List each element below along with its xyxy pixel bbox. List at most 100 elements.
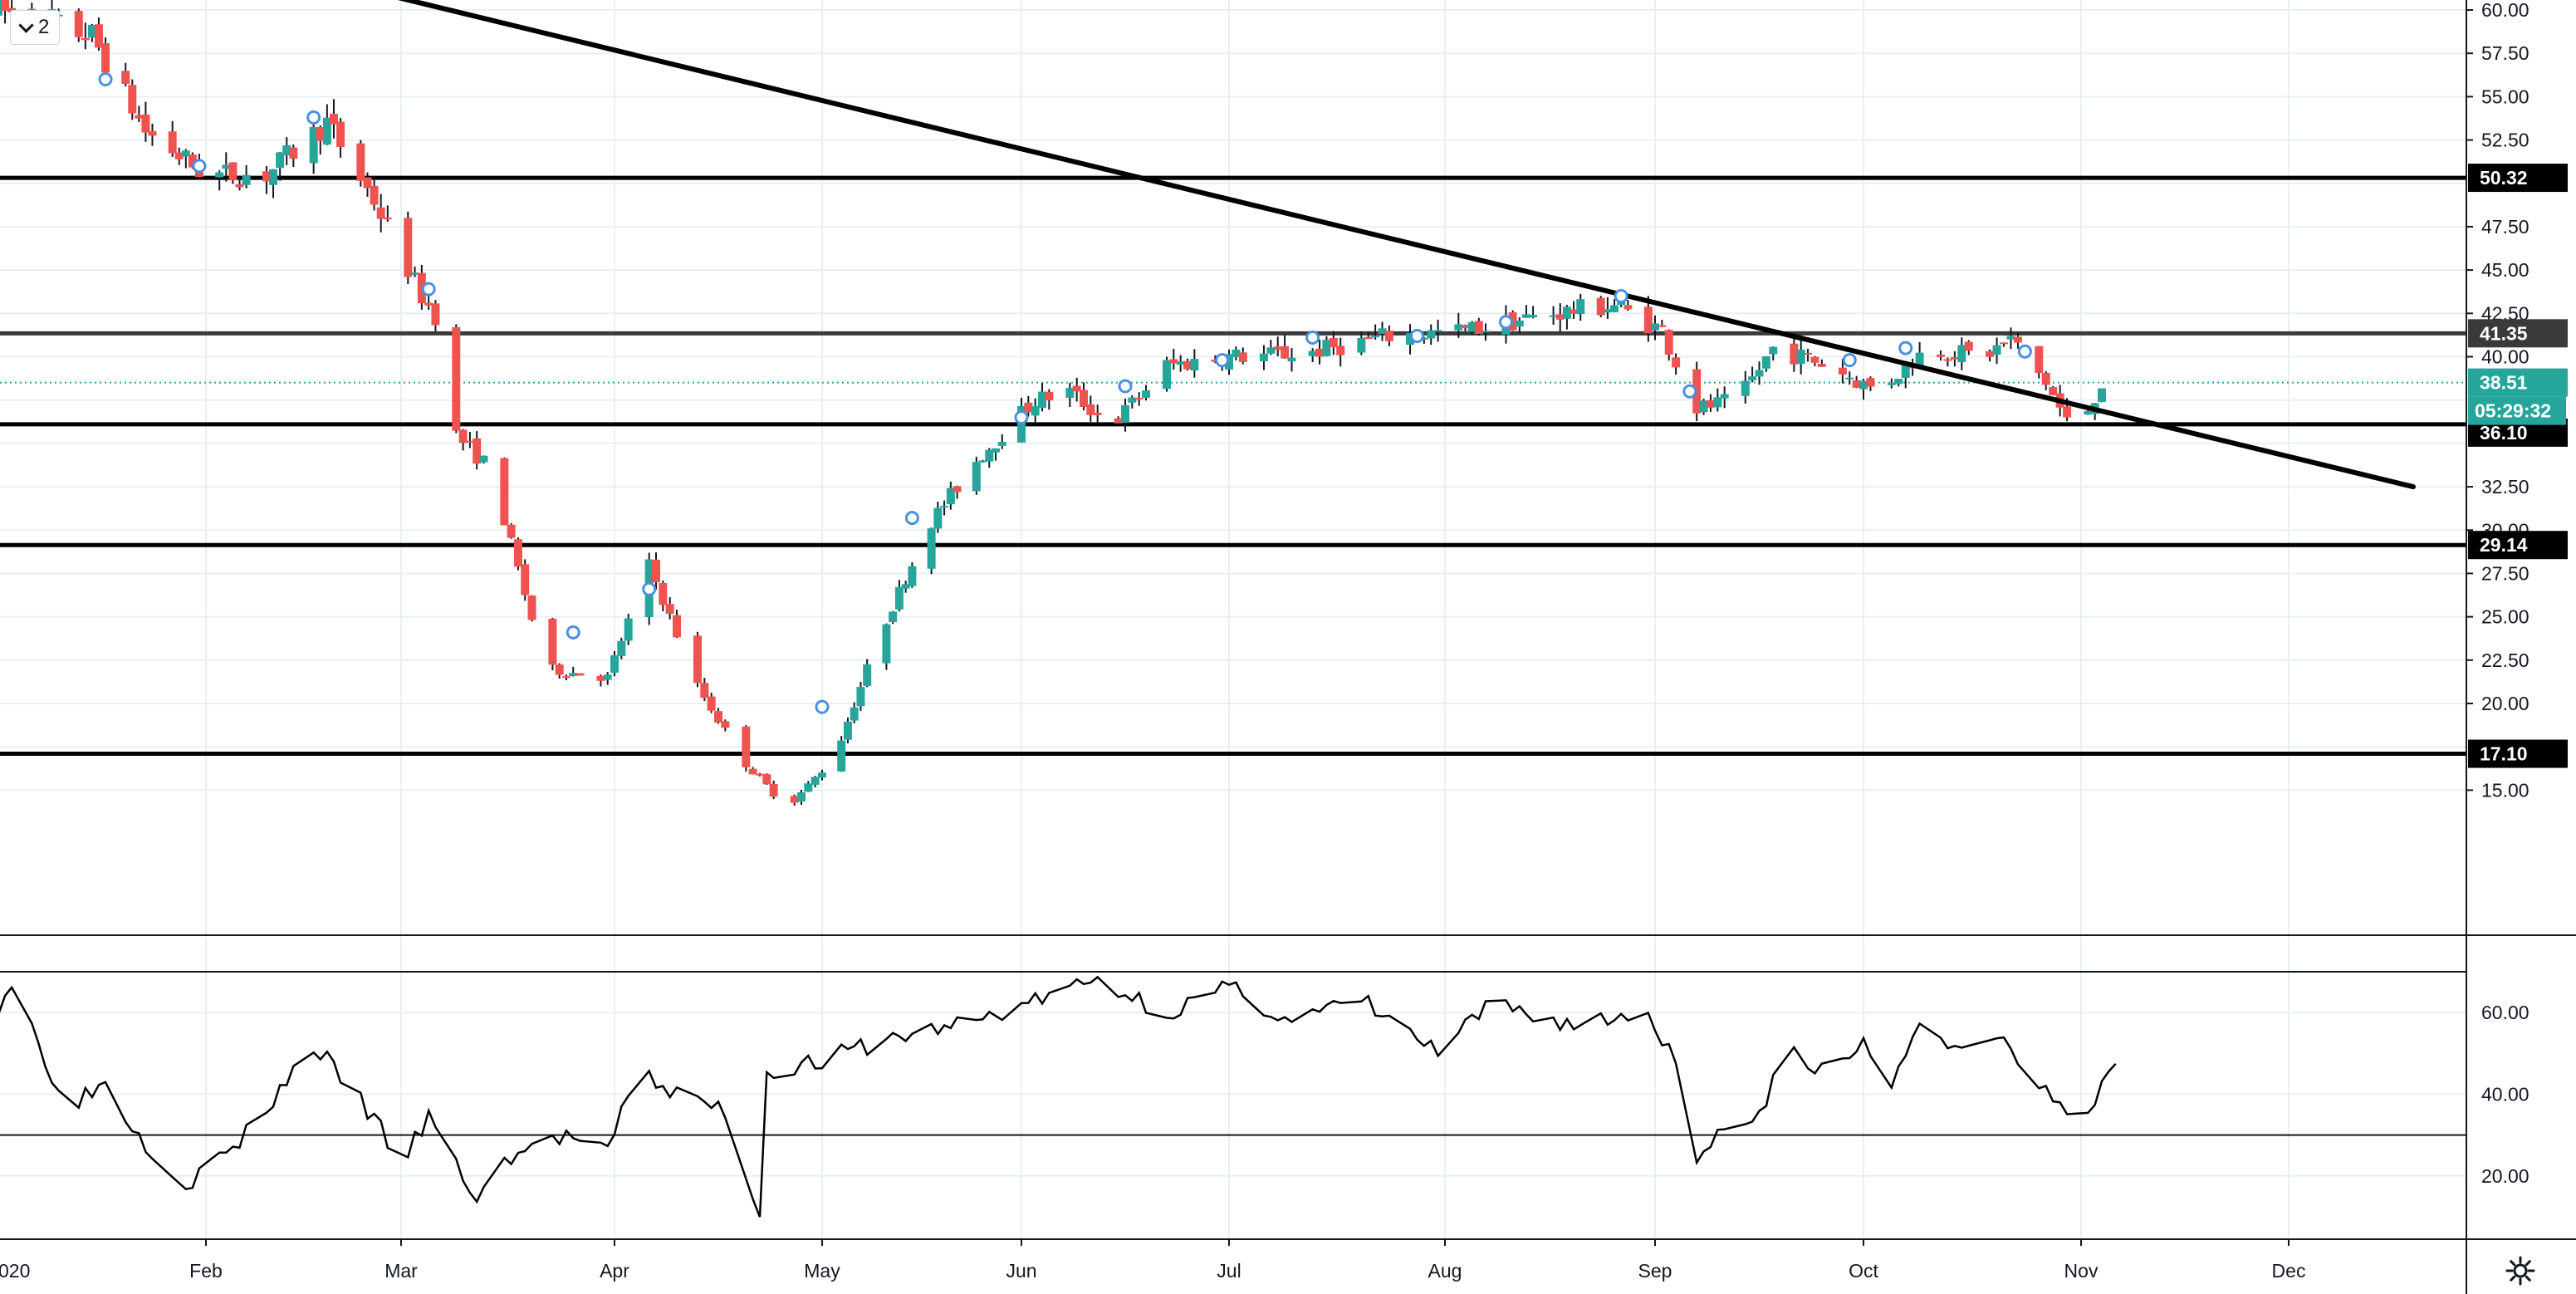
candle	[1364, 331, 1373, 340]
candle	[1741, 370, 1750, 404]
candle	[1371, 324, 1380, 340]
last-price-badge: 38.51	[2468, 368, 2568, 397]
candle	[81, 22, 90, 50]
candle	[1817, 359, 1826, 367]
candle	[1713, 388, 1722, 412]
event-marker[interactable]	[2017, 344, 2032, 359]
candle	[101, 37, 110, 78]
x-tick-label: Sep	[1638, 1260, 1672, 1282]
candle	[2000, 342, 2009, 347]
gear-icon[interactable]	[2505, 1256, 2535, 1286]
candle	[1957, 337, 1966, 370]
candle	[2006, 327, 2015, 350]
candle	[940, 500, 949, 516]
candle	[927, 527, 936, 575]
candle	[1810, 355, 1819, 366]
event-marker[interactable]	[1842, 353, 1857, 368]
candle	[1748, 366, 1757, 383]
trendline-line[interactable]	[199, 0, 2416, 490]
trendline[interactable]	[199, 0, 2416, 490]
candle	[804, 781, 813, 792]
event-marker[interactable]	[1614, 288, 1628, 303]
price-level-badge: 50.32	[2468, 164, 2568, 193]
event-marker[interactable]	[98, 72, 113, 86]
candle	[1576, 293, 1585, 321]
candle	[1901, 363, 1910, 389]
candle	[1357, 331, 1366, 355]
event-marker[interactable]	[815, 699, 830, 714]
candle	[1529, 306, 1538, 319]
candle	[894, 580, 904, 612]
candle	[329, 99, 338, 139]
event-marker[interactable]	[1305, 331, 1320, 346]
event-marker[interactable]	[1498, 315, 1513, 330]
candle	[458, 429, 468, 451]
candle	[1804, 348, 1813, 362]
event-marker[interactable]	[904, 511, 919, 526]
horizontal-levels	[0, 175, 2466, 757]
candle	[1570, 301, 1579, 319]
candle	[174, 147, 184, 165]
rsi-tick-label: 60.00	[2481, 1002, 2529, 1023]
candle	[363, 172, 372, 197]
candle	[1169, 348, 1178, 370]
x-tick-label: Aug	[1428, 1260, 1462, 1282]
candle	[548, 617, 557, 671]
x-tick-label: Apr	[600, 1260, 629, 1282]
event-marker[interactable]	[642, 581, 657, 596]
event-marker[interactable]	[192, 159, 207, 174]
candle	[1964, 340, 1973, 355]
event-marker[interactable]	[306, 110, 321, 125]
candle	[383, 205, 392, 223]
event-marker[interactable]	[421, 282, 436, 297]
y-tick-label: 40.00	[2481, 346, 2529, 368]
candle	[1031, 398, 1040, 424]
candle	[850, 702, 859, 723]
event-marker[interactable]	[1215, 353, 1230, 368]
candle	[889, 610, 898, 625]
event-marker[interactable]	[566, 625, 580, 640]
candle	[356, 140, 365, 187]
candle	[693, 631, 702, 688]
candle	[1176, 355, 1185, 372]
candle	[1838, 359, 1847, 384]
event-marker[interactable]	[1682, 384, 1697, 399]
candle	[1796, 339, 1805, 375]
candle	[473, 431, 482, 470]
y-tick-label: 45.00	[2481, 259, 2529, 281]
y-tick-label: 57.50	[2481, 42, 2529, 64]
event-marker[interactable]	[1014, 410, 1029, 425]
candle	[1658, 320, 1667, 327]
candle	[1894, 378, 1903, 387]
countdown-badge: 05:29:32	[2468, 396, 2566, 425]
candle	[1266, 340, 1276, 355]
x-tick-label: Oct	[1849, 1260, 1878, 1282]
candle	[2098, 388, 2106, 403]
event-marker[interactable]	[1409, 328, 1424, 343]
candle	[1287, 348, 1296, 372]
candle	[673, 610, 681, 639]
candle	[707, 693, 716, 713]
candle	[452, 324, 461, 434]
y-tick-label: 47.50	[2481, 216, 2529, 238]
price-level-badge-text: 29.14	[2480, 534, 2528, 556]
candle	[624, 613, 633, 645]
candle	[1769, 346, 1778, 361]
candle	[953, 485, 962, 499]
x-tick-label: Dec	[2272, 1260, 2306, 1282]
y-tick-label: 52.50	[2481, 130, 2529, 151]
candle	[1225, 349, 1233, 375]
candle	[1121, 398, 1129, 432]
y-tick-label: 25.00	[2481, 606, 2529, 628]
candle	[603, 672, 612, 685]
candle	[700, 678, 709, 702]
candle	[901, 581, 910, 593]
x-tick-label: Nov	[2064, 1260, 2099, 1282]
candle	[128, 79, 137, 120]
event-marker[interactable]	[1118, 379, 1133, 394]
candle	[322, 104, 331, 145]
event-marker[interactable]	[1898, 341, 1913, 355]
interval-selector[interactable]: 2	[10, 10, 61, 45]
candle	[972, 456, 981, 495]
